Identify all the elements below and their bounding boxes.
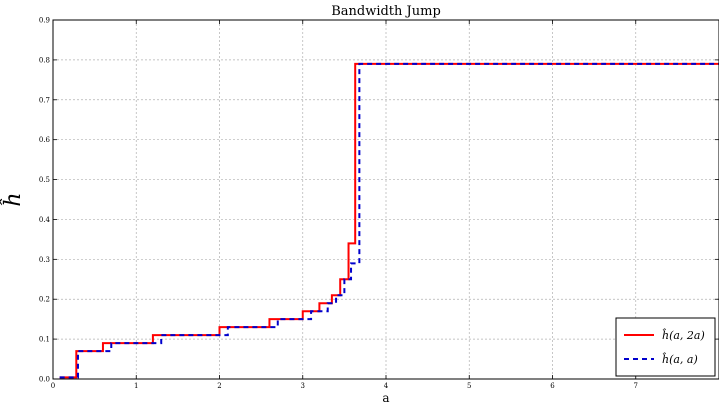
y-tick-label: 0.0 bbox=[39, 376, 50, 384]
y-axis-label: ĥ bbox=[0, 192, 26, 206]
y-tick-label: 0.1 bbox=[39, 336, 50, 344]
x-tick-label: 2 bbox=[217, 382, 221, 390]
legend-label-series-1: ĥ(a, 2a) bbox=[662, 328, 705, 342]
y-tick-label: 0.3 bbox=[39, 256, 50, 264]
y-tick-label: 0.9 bbox=[39, 17, 50, 25]
y-tick-label: 0.6 bbox=[39, 136, 51, 144]
x-tick-label: 5 bbox=[467, 382, 471, 390]
y-tick-label: 0.8 bbox=[39, 56, 50, 64]
grid bbox=[53, 20, 719, 379]
x-tick-label: 6 bbox=[550, 382, 555, 390]
x-axis-label: a bbox=[382, 391, 389, 405]
legend: ĥ(a, 2a) ĥ(a, a) bbox=[615, 317, 716, 377]
y-tick-label: 0.4 bbox=[39, 216, 51, 224]
x-tick-label: 3 bbox=[301, 382, 305, 390]
x-tick-label: 0 bbox=[51, 382, 55, 390]
x-tick-label: 7 bbox=[634, 382, 638, 390]
series-line-1 bbox=[59, 62, 719, 379]
x-tick-label: 4 bbox=[384, 382, 389, 390]
series-layer bbox=[59, 62, 719, 379]
y-tick-label: 0.7 bbox=[39, 96, 50, 104]
series-line-2 bbox=[59, 62, 719, 379]
legend-label-series-2: ĥ(a, a) bbox=[662, 352, 698, 366]
y-tick-label: 0.2 bbox=[39, 296, 50, 304]
legend-box bbox=[615, 317, 716, 377]
x-tick-label: 1 bbox=[134, 382, 138, 390]
y-tick-label: 0.5 bbox=[39, 176, 50, 184]
chart-title: Bandwidth Jump bbox=[331, 4, 441, 19]
